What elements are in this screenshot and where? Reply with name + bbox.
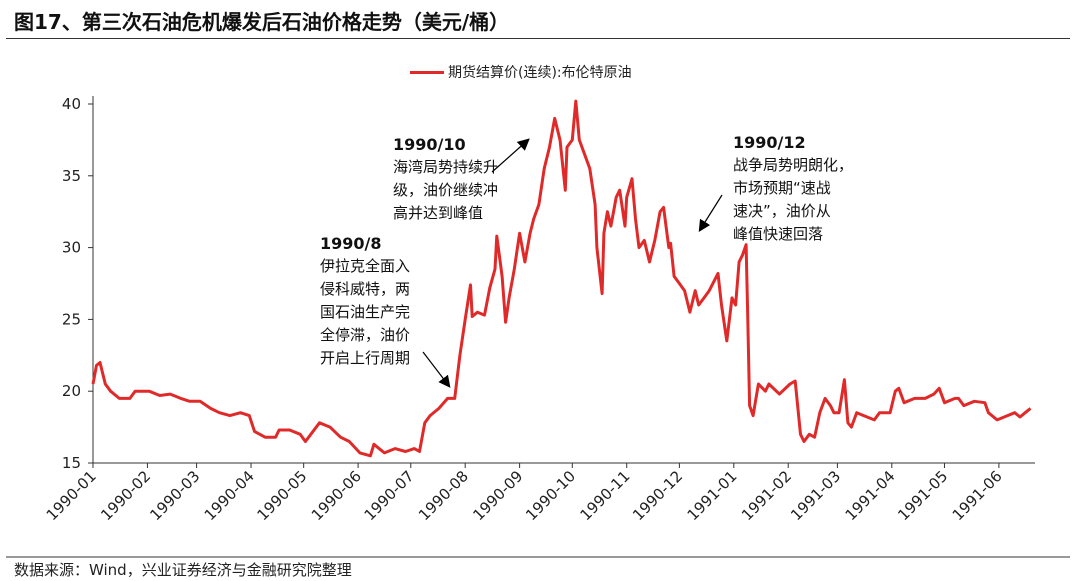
annotation-1990-12: 1990/12 战争局势明朗化， 市场预期“速战 速决”，油价从 峰值快速回落 [733, 131, 853, 246]
title-divider [6, 38, 1070, 39]
series-line-brent [91, 99, 1032, 458]
annotation-line: 市场预期“速战 [733, 179, 831, 197]
annotation-1990-8: 1990/8 伊拉克全面入 侵科威特，两 国石油生产完 全停滞，油价 开启上行周期 [320, 232, 410, 370]
legend-swatch [410, 70, 444, 74]
annotation-arrow [491, 138, 530, 173]
x-tick-label: 1990-10 [522, 467, 579, 524]
x-tick-label: 1990-02 [97, 467, 154, 524]
annotation-line: 高并达到峰值 [393, 204, 484, 222]
annotation-line: 峰值快速回落 [733, 225, 824, 243]
x-tick-label: 1990-07 [361, 467, 418, 524]
annotation-1990-10: 1990/10 海湾局势持续升 级，油价继续冲 高并达到峰值 [393, 133, 498, 225]
annotation-heading: 1990/10 [393, 135, 466, 154]
y-tick-label: 40 [62, 95, 81, 113]
annotation-line: 全停滞，油价 [320, 326, 411, 344]
x-tick-label: 1990-09 [469, 467, 526, 524]
x-tick-label: 1990-01 [43, 467, 100, 524]
y-tick-label: 20 [62, 382, 81, 400]
x-tick-label: 1991-01 [684, 467, 741, 524]
annotation-arrow [422, 351, 451, 388]
y-tick-label: 15 [62, 454, 81, 472]
annotation-heading: 1990/8 [320, 234, 382, 253]
chart-title: 图17、第三次石油危机爆发后石油价格走势（美元/桶） [14, 10, 510, 34]
x-tick-label: 1990-08 [415, 467, 472, 524]
legend: 期货结算价(连续):布伦特原油 [410, 62, 632, 82]
annotation-line: 伊拉克全面入 [320, 257, 411, 275]
annotation-line: 级，油价继续冲 [393, 181, 499, 199]
x-tick-label: 1991-03 [787, 467, 844, 524]
y-tick-label: 35 [62, 167, 81, 185]
annotation-line: 战争局势明朗化， [733, 156, 854, 174]
legend-label: 期货结算价(连续):布伦特原油 [448, 65, 632, 81]
x-tick-label: 1991-06 [949, 467, 1006, 524]
annotation-line: 速决”，油价从 [733, 202, 831, 220]
x-tick-label: 1990-03 [146, 467, 203, 524]
x-tick-label: 1990-05 [253, 467, 310, 524]
annotation-arrow [698, 194, 723, 233]
x-tick-label: 1991-04 [842, 467, 899, 524]
y-tick-label: 30 [62, 239, 81, 257]
x-tick-label: 1990-04 [201, 467, 258, 524]
x-tick-label: 1990-11 [576, 467, 633, 524]
annotation-line: 国石油生产完 [320, 303, 411, 321]
annotation-line: 海湾局势持续升 [393, 158, 499, 176]
annotation-line: 开启上行周期 [320, 349, 411, 367]
x-tick-label: 1990-12 [629, 467, 686, 524]
annotation-line: 侵科威特，两 [320, 280, 411, 298]
x-tick-label: 1991-02 [738, 467, 795, 524]
source-note: 数据来源：Wind，兴业证券经济与金融研究院整理 [14, 561, 352, 579]
x-tick-label: 1990-06 [308, 467, 365, 524]
x-tick-label: 1991-05 [894, 467, 951, 524]
annotation-heading: 1990/12 [733, 133, 806, 152]
y-tick-label: 25 [62, 310, 81, 328]
